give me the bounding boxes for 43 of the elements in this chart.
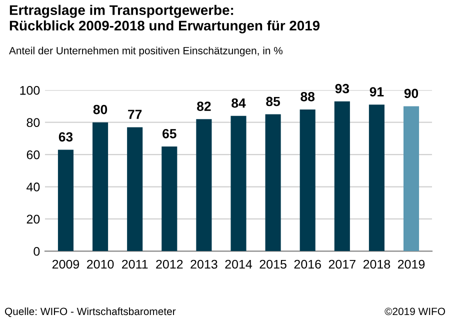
bar bbox=[196, 119, 212, 252]
y-tick-label: 40 bbox=[26, 182, 40, 192]
data-label: 80 bbox=[93, 104, 108, 114]
data-label: 90 bbox=[404, 88, 418, 98]
x-tick-label: 2013 bbox=[190, 260, 218, 269]
x-tick-label: 2016 bbox=[294, 260, 321, 269]
x-tick-label: 2014 bbox=[225, 260, 252, 269]
data-label: 93 bbox=[335, 84, 350, 94]
data-label: 63 bbox=[58, 132, 73, 142]
data-label: 77 bbox=[128, 110, 142, 119]
bar bbox=[230, 116, 246, 252]
data-label: 82 bbox=[197, 102, 211, 111]
bar bbox=[403, 106, 420, 252]
x-tick-label: 2011 bbox=[122, 260, 148, 269]
chart-subtitle: Anteil der Unternehmen mit positiven Einschätzungen, in % bbox=[9, 46, 283, 56]
bar bbox=[127, 127, 143, 252]
data-label: 84 bbox=[232, 98, 246, 108]
chart-title: Ertragslage im Transportgewerbe: Rückblick 2009-2018 und Erwartungen für 2019 bbox=[10, 4, 320, 34]
x-tick-label: 2018 bbox=[363, 260, 390, 269]
x-tick-label: 2019 bbox=[398, 260, 425, 269]
x-tick-label: 2015 bbox=[260, 260, 286, 269]
y-tick-label: 100 bbox=[20, 86, 40, 95]
y-tick-label: 80 bbox=[26, 118, 40, 128]
x-tick-label: 2017 bbox=[328, 260, 356, 269]
data-label: 88 bbox=[300, 92, 315, 102]
text: ©2019 WIFO bbox=[384, 308, 446, 316]
y-tick-label: 0 bbox=[34, 246, 40, 256]
bar bbox=[334, 101, 350, 252]
data-label: 85 bbox=[266, 96, 280, 106]
bar bbox=[58, 150, 74, 252]
y-tick-label: 60 bbox=[26, 150, 40, 160]
bar bbox=[92, 122, 108, 252]
source-note: Quelle: WIFO - Wirtschaftsbarometer bbox=[4, 307, 176, 317]
bar bbox=[162, 146, 178, 252]
bar bbox=[368, 104, 384, 252]
x-tick-label: 2012 bbox=[156, 260, 183, 269]
x-tick-label: 2009 bbox=[52, 260, 80, 269]
data-label: 91 bbox=[370, 87, 384, 96]
x-tick-label: 2010 bbox=[87, 260, 114, 269]
y-tick-label: 20 bbox=[26, 214, 40, 224]
bar bbox=[265, 114, 281, 252]
bar bbox=[300, 109, 316, 252]
data-label: 65 bbox=[162, 129, 176, 138]
